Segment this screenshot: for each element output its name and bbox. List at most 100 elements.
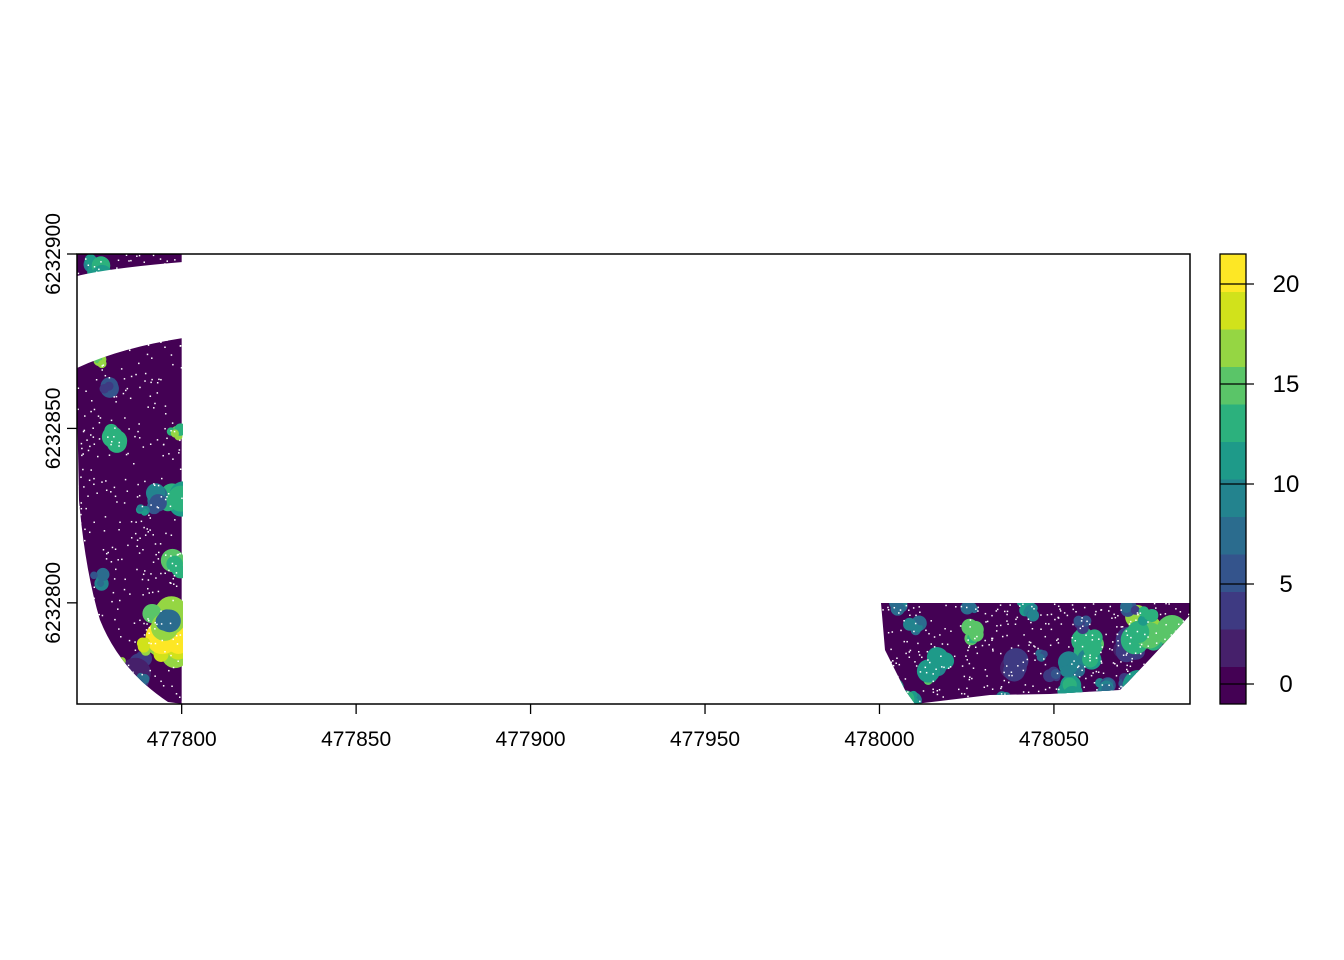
raster-nodata-cell xyxy=(1188,613,1190,616)
raster-nodata-cell xyxy=(134,435,136,438)
raster-nodata-cell xyxy=(176,554,179,556)
raster-nodata-cell xyxy=(128,349,131,352)
raster-nodata-cell xyxy=(1095,670,1098,673)
raster-nodata-cell xyxy=(155,553,157,556)
raster-nodata-cell xyxy=(1140,643,1143,646)
raster-nodata-cell xyxy=(1178,650,1181,653)
raster-nodata-cell xyxy=(996,608,999,611)
raster-nodata-cell xyxy=(1168,603,1170,605)
raster-nodata-cell xyxy=(1108,610,1110,612)
raster-nodata-cell xyxy=(1027,695,1029,698)
raster-nodata-cell xyxy=(154,642,157,645)
raster-nodata-cell xyxy=(93,483,95,486)
raster-nodata-cell xyxy=(149,395,152,397)
raster-nodata-cell xyxy=(1101,684,1104,686)
raster-nodata-cell xyxy=(1128,623,1131,625)
raster-nodata-cell xyxy=(120,368,123,370)
raster-nodata-cell xyxy=(142,446,145,448)
legend-swatch xyxy=(1220,291,1246,330)
raster-nodata-band xyxy=(77,262,183,368)
raster-nodata-cell xyxy=(1027,691,1030,694)
raster-nodata-cell xyxy=(123,588,126,591)
raster-nodata-cell xyxy=(1033,652,1036,655)
raster-nodata-cell xyxy=(156,506,159,508)
raster-nodata-cell xyxy=(164,554,167,556)
raster-nodata-cell xyxy=(1048,623,1050,625)
raster-nodata-cell xyxy=(1170,642,1172,645)
raster-nodata-cell xyxy=(1005,665,1008,667)
raster-nodata-cell xyxy=(1003,610,1006,613)
raster-cell-cluster xyxy=(1173,637,1183,648)
raster-cell-cluster xyxy=(890,603,905,616)
raster-nodata-cell xyxy=(1089,659,1091,662)
raster-nodata-cell xyxy=(93,408,96,411)
raster-nodata-cell xyxy=(1083,606,1086,609)
raster-nodata-cell xyxy=(84,632,86,635)
raster-nodata-cell xyxy=(1074,673,1076,676)
raster-nodata-cell xyxy=(169,505,172,508)
raster-nodata-cell xyxy=(1028,641,1031,643)
raster-nodata-cell xyxy=(125,453,128,456)
raster-nodata-cell xyxy=(909,614,911,617)
raster-nodata-cell xyxy=(151,591,154,594)
raster-nodata-cell xyxy=(128,428,130,430)
raster-nodata-cell xyxy=(144,570,146,572)
raster-nodata-cell xyxy=(908,651,911,653)
raster-nodata-cell xyxy=(82,453,84,455)
raster-nodata-cell xyxy=(1129,620,1132,623)
raster-nodata-cell xyxy=(103,530,106,532)
raster-nodata-cell xyxy=(90,410,92,413)
raster-nodata-cell xyxy=(123,502,126,504)
raster-nodata-cell xyxy=(133,462,135,465)
raster-nodata-cell xyxy=(150,504,152,506)
raster-nodata-cell xyxy=(113,396,115,398)
raster-nodata-cell xyxy=(114,427,116,429)
raster-nodata-cell xyxy=(1015,618,1017,621)
raster-nodata-cell xyxy=(961,665,964,667)
raster-nodata-cell xyxy=(1107,693,1109,696)
raster-nodata-cell xyxy=(1183,625,1186,627)
raster-nodata-cell xyxy=(173,575,176,577)
x-tick-label: 478000 xyxy=(844,728,914,751)
raster-cell-cluster xyxy=(77,664,84,674)
raster-nodata-cell xyxy=(101,365,104,367)
raster-nodata-cell xyxy=(1021,698,1023,700)
raster-nodata-cell xyxy=(1155,671,1157,673)
raster-nodata-cell xyxy=(149,669,151,672)
raster-cell-cluster xyxy=(77,662,86,675)
raster-nodata-cell xyxy=(166,260,169,262)
raster-nodata-cell xyxy=(1108,684,1110,687)
raster-nodata-cell xyxy=(1100,660,1103,663)
raster-nodata-cell xyxy=(108,377,111,379)
raster-nodata-cell xyxy=(1090,674,1093,677)
raster-nodata-cell xyxy=(105,558,108,560)
raster-cell-cluster xyxy=(118,660,125,668)
raster-nodata-cell xyxy=(1022,661,1025,664)
raster-cell-cluster xyxy=(881,683,900,701)
raster-nodata-cell xyxy=(892,664,895,667)
raster-cell-cluster xyxy=(1141,685,1162,704)
raster-nodata-cell xyxy=(91,637,94,639)
raster-nodata-cell xyxy=(152,254,155,257)
raster-nodata-cell xyxy=(1136,673,1138,675)
raster-nodata-cell xyxy=(175,572,178,574)
raster-nodata-cell xyxy=(96,690,98,692)
raster-nodata-cell xyxy=(885,684,887,686)
raster-nodata-cell xyxy=(168,453,170,455)
raster-cell-cluster xyxy=(916,659,941,683)
raster-nodata-cell xyxy=(1101,646,1104,648)
raster-nodata-cell xyxy=(1003,671,1005,674)
raster-nodata-cell xyxy=(1095,657,1098,659)
raster-cell-cluster xyxy=(1003,659,1026,682)
raster-nodata-cell xyxy=(1098,638,1100,640)
raster-nodata-cell xyxy=(1059,610,1062,612)
raster-nodata-cell xyxy=(925,629,927,632)
raster-nodata-cell xyxy=(80,502,83,504)
raster-nodata-cell xyxy=(1008,674,1010,677)
raster-nodata-cell xyxy=(1004,693,1006,696)
raster-nodata-cell xyxy=(907,691,909,693)
raster-nodata-cell xyxy=(1169,699,1171,701)
raster-nodata-cell xyxy=(177,553,179,556)
raster-nodata-cell xyxy=(146,623,148,625)
raster-nodata-cell xyxy=(896,657,898,659)
